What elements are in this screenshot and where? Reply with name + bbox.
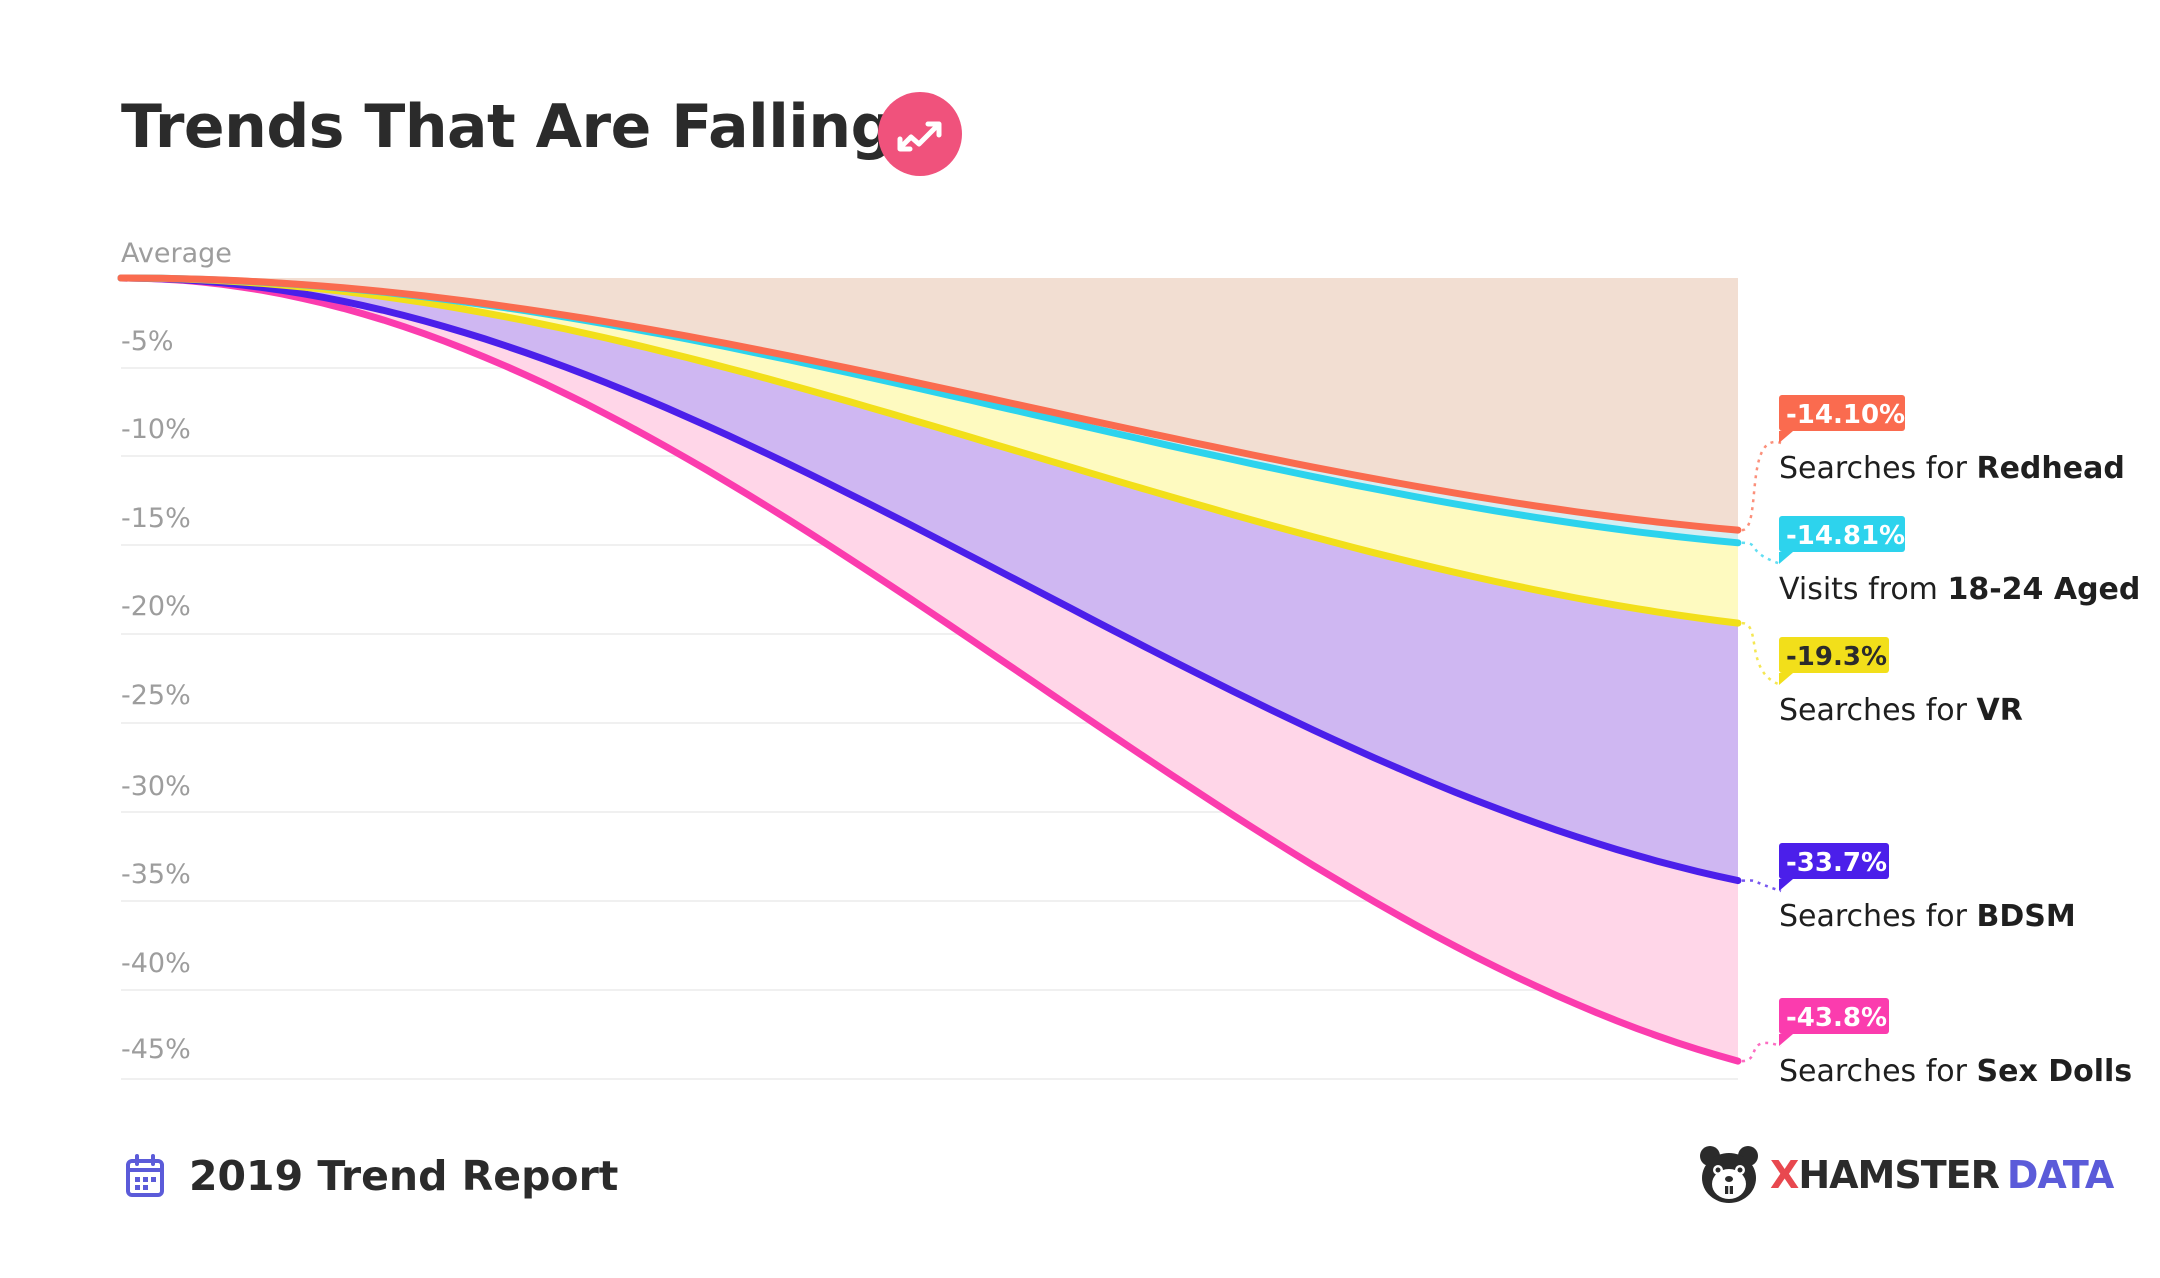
series-line <box>117 274 1742 885</box>
y-tick-label: -30% <box>121 771 191 802</box>
area-fill-top <box>121 278 1738 531</box>
series-legend: -14.10% Searches for Redhead -14.81% Visits… <box>1741 395 2140 1089</box>
legend-label: Searches for VR <box>1779 693 2023 728</box>
legend-connector <box>1741 879 1782 893</box>
legend-badge <box>1779 516 1905 552</box>
legend-value: -14.10% <box>1786 400 1905 430</box>
legend-label: Searches for BDSM <box>1779 899 2076 934</box>
y-tick-label: -40% <box>121 948 191 979</box>
calendar-icon <box>126 1154 164 1197</box>
legend-connector <box>1741 621 1782 687</box>
legend-label: Searches for Sex Dolls <box>1779 1054 2132 1089</box>
legend-badge-tail <box>1779 431 1793 443</box>
legend-label: Visits from 18-24 Aged <box>1779 572 2140 607</box>
series-line <box>117 274 1742 534</box>
legend-entry: -14.10% Searches for Redhead <box>1741 395 2125 532</box>
legend-badge-tail <box>1779 879 1793 891</box>
area-fill <box>121 278 1738 1062</box>
legend-badge <box>1779 637 1889 673</box>
y-tick-label: -35% <box>121 859 191 890</box>
legend-value: -43.8% <box>1786 1003 1887 1033</box>
legend-value: -33.7% <box>1786 848 1887 878</box>
y-tick-label: -20% <box>121 591 191 622</box>
legend-badge <box>1779 395 1905 431</box>
area-fill <box>121 278 1738 624</box>
legend-badge <box>1779 998 1889 1034</box>
y-axis-ticks: Average -5% -10% -15% -20% -25% -30% -35% -40% -4… <box>121 238 232 1065</box>
brand-hamster: HAMSTER <box>1798 1153 2000 1197</box>
series-line <box>117 274 1742 627</box>
legend-badge <box>1779 843 1889 879</box>
page-title: Trends That Are Falling <box>121 92 894 162</box>
y-tick-label: -10% <box>121 414 191 445</box>
legend-entry: -19.3% Searches for VR <box>1741 621 2023 728</box>
trending-down-icon <box>878 92 962 176</box>
legend-entry: -43.8% Searches for Sex Dolls <box>1741 998 2132 1089</box>
legend-badge-tail <box>1779 552 1793 564</box>
area-fill <box>121 278 1738 543</box>
legend-entry: -14.81% Visits from 18-24 Aged <box>1741 516 2140 607</box>
legend-connector <box>1741 1041 1782 1063</box>
y-tick-label: -45% <box>121 1034 191 1065</box>
y-tick-label: Average <box>121 238 232 269</box>
brand-x: X <box>1770 1153 1799 1197</box>
legend-value: -19.3% <box>1786 642 1887 672</box>
brand-data: DATA <box>2006 1153 2114 1197</box>
legend-connector <box>1741 440 1782 532</box>
report-label: 2019 Trend Report <box>189 1152 619 1200</box>
y-tick-label: -25% <box>121 680 191 711</box>
brand-logo: X HAMSTER DATA <box>1696 1140 2114 1210</box>
series-lines <box>117 274 1742 1065</box>
hamster-logo-icon <box>1700 1146 1758 1203</box>
legend-label: Searches for Redhead <box>1779 451 2125 486</box>
legend-badge-tail <box>1779 1034 1793 1046</box>
y-tick-label: -15% <box>121 503 191 534</box>
legend-value: -14.81% <box>1786 521 1905 551</box>
y-tick-label: -5% <box>121 326 174 357</box>
legend-connector <box>1741 541 1782 566</box>
area-fill <box>121 278 1738 881</box>
area-fills <box>121 278 1738 1062</box>
legend-entry: -33.7% Searches for BDSM <box>1741 843 2076 934</box>
legend-badge-tail <box>1779 673 1793 685</box>
report-footer: 2019 Trend Report <box>125 1152 618 1200</box>
series-line <box>117 274 1742 1065</box>
